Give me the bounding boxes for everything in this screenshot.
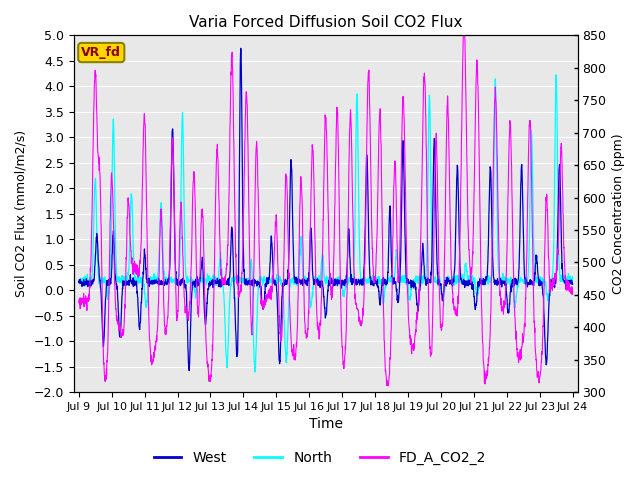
- Legend: West, North, FD_A_CO2_2: West, North, FD_A_CO2_2: [148, 445, 492, 471]
- Y-axis label: Soil CO2 Flux (mmol/m2/s): Soil CO2 Flux (mmol/m2/s): [15, 130, 28, 297]
- Title: Varia Forced Diffusion Soil CO2 Flux: Varia Forced Diffusion Soil CO2 Flux: [189, 15, 463, 30]
- Y-axis label: CO2 Concentration (ppm): CO2 Concentration (ppm): [612, 133, 625, 294]
- X-axis label: Time: Time: [308, 418, 342, 432]
- Text: VR_fd: VR_fd: [81, 46, 121, 59]
